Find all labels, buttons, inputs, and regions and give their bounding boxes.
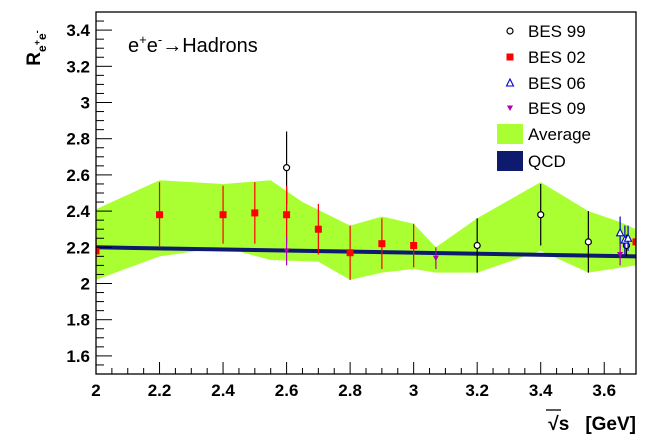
bes-09-point <box>617 252 624 258</box>
x-tick-label: 2.2 <box>148 381 172 400</box>
x-tick-label: 2.4 <box>211 381 235 400</box>
bes-02-point <box>251 209 259 217</box>
bes-06-legend-label: BES 06 <box>528 74 586 93</box>
bes-02-point <box>96 247 100 255</box>
x-tick-label: 3.6 <box>592 381 616 400</box>
annot-plus: + <box>139 32 147 47</box>
bes-06-point <box>615 227 625 237</box>
bes-99-point <box>537 211 545 219</box>
x-axis-sqrt: √ <box>548 414 559 435</box>
y-tick-label: 3.4 <box>66 21 90 40</box>
bes-09-point <box>283 248 290 254</box>
average-legend-swatch <box>497 124 523 144</box>
y-tick-label: 1.6 <box>66 347 90 366</box>
bes-99-legend-marker <box>506 27 514 35</box>
y-axis-subsup2: - <box>32 30 42 33</box>
y-axis-base: R <box>24 52 45 66</box>
bes-02-legend-label: BES 02 <box>528 48 586 67</box>
bes-06-point <box>623 233 633 242</box>
y-tick-label: 1.8 <box>66 311 90 330</box>
bes-02-point <box>283 211 291 219</box>
x-tick-label: 2 <box>91 381 100 400</box>
x-tick-label: 2.6 <box>275 381 299 400</box>
bes-02-point <box>410 241 418 249</box>
x-tick-label: 3.4 <box>529 381 553 400</box>
y-tick-label: 2.2 <box>66 238 90 257</box>
x-tick-label: 2.8 <box>338 381 362 400</box>
bes-09-point <box>432 255 439 262</box>
bes-99-point <box>473 241 481 250</box>
y-axis-sub: e <box>35 45 49 52</box>
annot-hadrons: Hadrons <box>182 35 258 57</box>
bes-09-legend-label: BES 09 <box>528 99 586 118</box>
x-tick-label: 3.2 <box>465 381 489 400</box>
bes-99-legend-label: BES 99 <box>528 22 586 41</box>
y-axis-sub2: e <box>35 33 49 40</box>
y-tick-label: 2.4 <box>66 202 90 221</box>
bes-09-legend-marker <box>507 105 513 111</box>
annot-e1: e <box>128 35 139 57</box>
y-axis-subsup: + <box>32 40 42 45</box>
qcd-legend-swatch <box>497 151 523 171</box>
bes-02-point <box>346 249 354 257</box>
bes-02-point <box>156 211 164 219</box>
bes-02-point <box>632 238 636 246</box>
annot-minus: - <box>158 32 162 47</box>
y-tick-label: 3.2 <box>66 57 90 76</box>
bes-99-point <box>282 164 291 172</box>
average-band <box>96 180 636 280</box>
process-annotation: e+e-→Hadrons <box>128 32 258 57</box>
annot-arrow: → <box>162 35 182 57</box>
y-tick-label: 3 <box>81 94 90 113</box>
bes-06-legend-marker <box>505 77 515 87</box>
annot-e2: e <box>147 35 158 57</box>
y-tick-label: 2.8 <box>66 130 90 149</box>
bes-02-point <box>378 240 386 248</box>
y-tick-label: 2 <box>81 275 90 294</box>
bes-02-point <box>219 211 227 219</box>
qcd-line <box>96 245 636 259</box>
y-tick-label: 2.6 <box>66 166 90 185</box>
x-tick-label: 3 <box>409 381 418 400</box>
qcd-legend-label: QCD <box>528 152 566 171</box>
bes-99-point <box>584 238 592 246</box>
plot-area <box>96 131 636 280</box>
bes-02-point <box>314 225 322 233</box>
bes-02-legend-marker <box>506 53 514 61</box>
average-legend-label: Average <box>528 125 591 144</box>
x-axis-title: √s [GeV] <box>548 414 636 435</box>
y-axis-title: Re+e- <box>24 30 49 65</box>
x-axis-var: s <box>559 414 570 435</box>
x-axis-unit: [GeV] <box>585 414 636 435</box>
